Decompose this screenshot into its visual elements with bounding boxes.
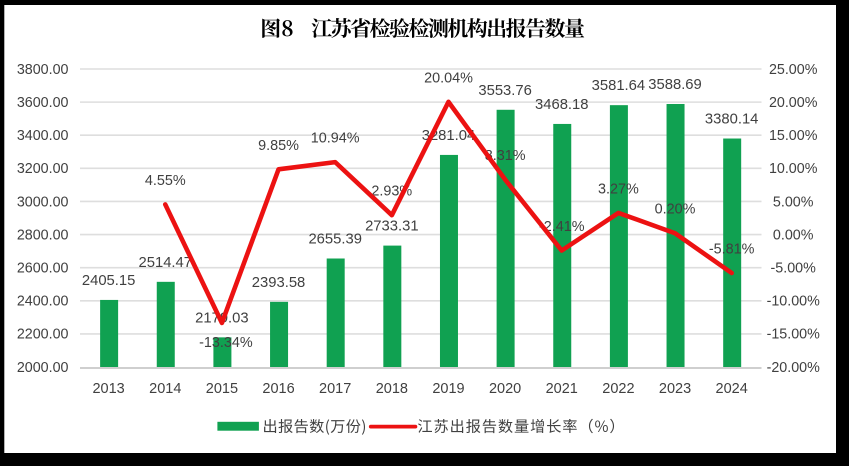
svg-text:2016: 2016 bbox=[262, 381, 294, 397]
svg-text:2400.00: 2400.00 bbox=[17, 294, 69, 310]
svg-text:8.31%: 8.31% bbox=[485, 148, 526, 164]
svg-text:4.55%: 4.55% bbox=[145, 173, 186, 189]
svg-text:5.00%: 5.00% bbox=[773, 194, 814, 210]
svg-text:2655.39: 2655.39 bbox=[308, 232, 362, 248]
svg-text:2018: 2018 bbox=[376, 381, 408, 397]
svg-text:2019: 2019 bbox=[432, 381, 464, 397]
svg-text:2024: 2024 bbox=[716, 381, 748, 397]
svg-text:10.94%: 10.94% bbox=[311, 131, 360, 147]
svg-text:3588.69: 3588.69 bbox=[648, 77, 702, 93]
svg-text:3380.14: 3380.14 bbox=[705, 112, 759, 128]
svg-text:3200.00: 3200.00 bbox=[17, 161, 69, 177]
svg-text:25.00%: 25.00% bbox=[769, 62, 818, 78]
svg-text:2000.00: 2000.00 bbox=[17, 360, 69, 376]
svg-text:2021: 2021 bbox=[546, 381, 578, 397]
svg-text:2800.00: 2800.00 bbox=[17, 227, 69, 243]
svg-text:2200.00: 2200.00 bbox=[17, 327, 69, 343]
svg-text:2405.15: 2405.15 bbox=[82, 273, 136, 289]
svg-text:-20.00%: -20.00% bbox=[767, 360, 821, 376]
svg-text:2015: 2015 bbox=[206, 381, 238, 397]
svg-text:2023: 2023 bbox=[659, 381, 691, 397]
svg-text:2514.47: 2514.47 bbox=[139, 255, 193, 271]
svg-text:2393.58: 2393.58 bbox=[252, 275, 306, 291]
svg-text:2017: 2017 bbox=[319, 381, 351, 397]
svg-text:2600.00: 2600.00 bbox=[17, 260, 69, 276]
svg-text:-10.00%: -10.00% bbox=[767, 294, 821, 310]
svg-text:2014: 2014 bbox=[149, 381, 181, 397]
svg-text:9.85%: 9.85% bbox=[258, 138, 299, 154]
svg-text:2022: 2022 bbox=[602, 381, 634, 397]
svg-text:0.00%: 0.00% bbox=[773, 227, 814, 243]
svg-text:15.00%: 15.00% bbox=[769, 128, 818, 144]
svg-text:-15.00%: -15.00% bbox=[767, 327, 821, 343]
svg-text:3800.00: 3800.00 bbox=[17, 62, 69, 78]
svg-text:0.20%: 0.20% bbox=[655, 202, 696, 218]
svg-text:10.00%: 10.00% bbox=[769, 161, 818, 177]
svg-text:2733.31: 2733.31 bbox=[365, 219, 419, 235]
svg-text:3000.00: 3000.00 bbox=[17, 194, 69, 210]
svg-text:3468.18: 3468.18 bbox=[535, 97, 589, 113]
svg-text:20.04%: 20.04% bbox=[424, 70, 473, 86]
svg-text:2020: 2020 bbox=[489, 381, 521, 397]
svg-text:3581.64: 3581.64 bbox=[592, 78, 646, 94]
svg-text:-2.41%: -2.41% bbox=[539, 219, 585, 235]
svg-text:-5.81%: -5.81% bbox=[709, 242, 755, 258]
svg-text:3.27%: 3.27% bbox=[598, 181, 639, 197]
svg-text:-13.34%: -13.34% bbox=[199, 335, 253, 351]
svg-text:3600.00: 3600.00 bbox=[17, 95, 69, 111]
svg-text:-5.00%: -5.00% bbox=[771, 260, 817, 276]
svg-text:2013: 2013 bbox=[92, 381, 124, 397]
svg-text:3553.76: 3553.76 bbox=[478, 83, 532, 99]
svg-text:3400.00: 3400.00 bbox=[17, 128, 69, 144]
svg-text:20.00%: 20.00% bbox=[769, 95, 818, 111]
